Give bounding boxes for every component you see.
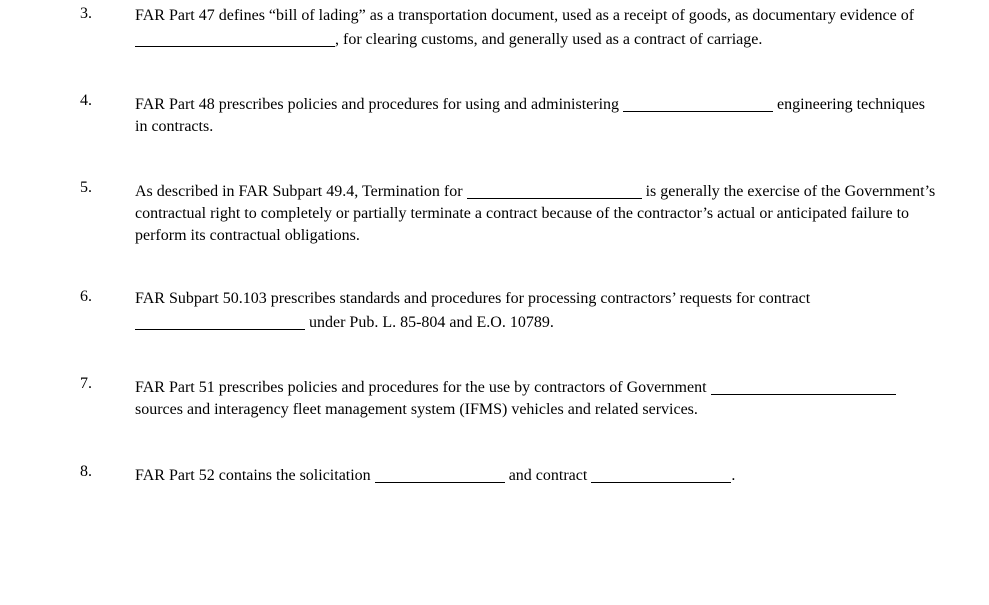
question-text: As described in FAR Subpart 49.4, Termin… bbox=[135, 179, 939, 246]
question-item: 6.FAR Subpart 50.103 prescribes standard… bbox=[80, 288, 939, 333]
question-number: 8. bbox=[80, 463, 135, 481]
fill-in-blank[interactable] bbox=[135, 313, 305, 330]
question-text: FAR Part 47 defines “bill of lading” as … bbox=[135, 5, 939, 50]
fill-in-blank[interactable] bbox=[591, 466, 731, 483]
question-item: 5.As described in FAR Subpart 49.4, Term… bbox=[80, 179, 939, 246]
question-text: FAR Part 48 prescribes policies and proc… bbox=[135, 92, 939, 137]
fill-in-blank[interactable] bbox=[135, 30, 335, 47]
question-text: FAR Subpart 50.103 prescribes standards … bbox=[135, 288, 939, 333]
question-number: 4. bbox=[80, 92, 135, 110]
question-number: 5. bbox=[80, 179, 135, 197]
text-segment: As described in FAR Subpart 49.4, Termin… bbox=[135, 183, 467, 200]
text-segment: FAR Part 47 defines “bill of lading” as … bbox=[135, 7, 914, 24]
text-segment: and contract bbox=[505, 467, 592, 484]
questions-list: 3.FAR Part 47 defines “bill of lading” a… bbox=[80, 5, 939, 486]
text-segment: . bbox=[731, 467, 735, 484]
text-segment: FAR Part 51 prescribes policies and proc… bbox=[135, 379, 711, 396]
fill-in-blank[interactable] bbox=[711, 378, 896, 395]
text-segment: FAR Subpart 50.103 prescribes standards … bbox=[135, 290, 810, 307]
document-page: 3.FAR Part 47 defines “bill of lading” a… bbox=[0, 0, 989, 504]
question-item: 3.FAR Part 47 defines “bill of lading” a… bbox=[80, 5, 939, 50]
text-segment: sources and interagency fleet management… bbox=[135, 401, 698, 418]
question-text: FAR Part 52 contains the solicitation an… bbox=[135, 463, 939, 487]
text-segment: under Pub. L. 85-804 and E.O. 10789. bbox=[305, 314, 554, 331]
text-segment: FAR Part 48 prescribes policies and proc… bbox=[135, 96, 623, 113]
question-number: 7. bbox=[80, 375, 135, 393]
fill-in-blank[interactable] bbox=[467, 182, 642, 199]
fill-in-blank[interactable] bbox=[623, 95, 773, 112]
question-item: 8.FAR Part 52 contains the solicitation … bbox=[80, 463, 939, 487]
question-text: FAR Part 51 prescribes policies and proc… bbox=[135, 375, 939, 420]
question-item: 7.FAR Part 51 prescribes policies and pr… bbox=[80, 375, 939, 420]
text-segment: , for clearing customs, and generally us… bbox=[335, 31, 762, 48]
question-number: 6. bbox=[80, 288, 135, 306]
text-segment: FAR Part 52 contains the solicitation bbox=[135, 467, 375, 484]
question-number: 3. bbox=[80, 5, 135, 23]
fill-in-blank[interactable] bbox=[375, 466, 505, 483]
question-item: 4.FAR Part 48 prescribes policies and pr… bbox=[80, 92, 939, 137]
